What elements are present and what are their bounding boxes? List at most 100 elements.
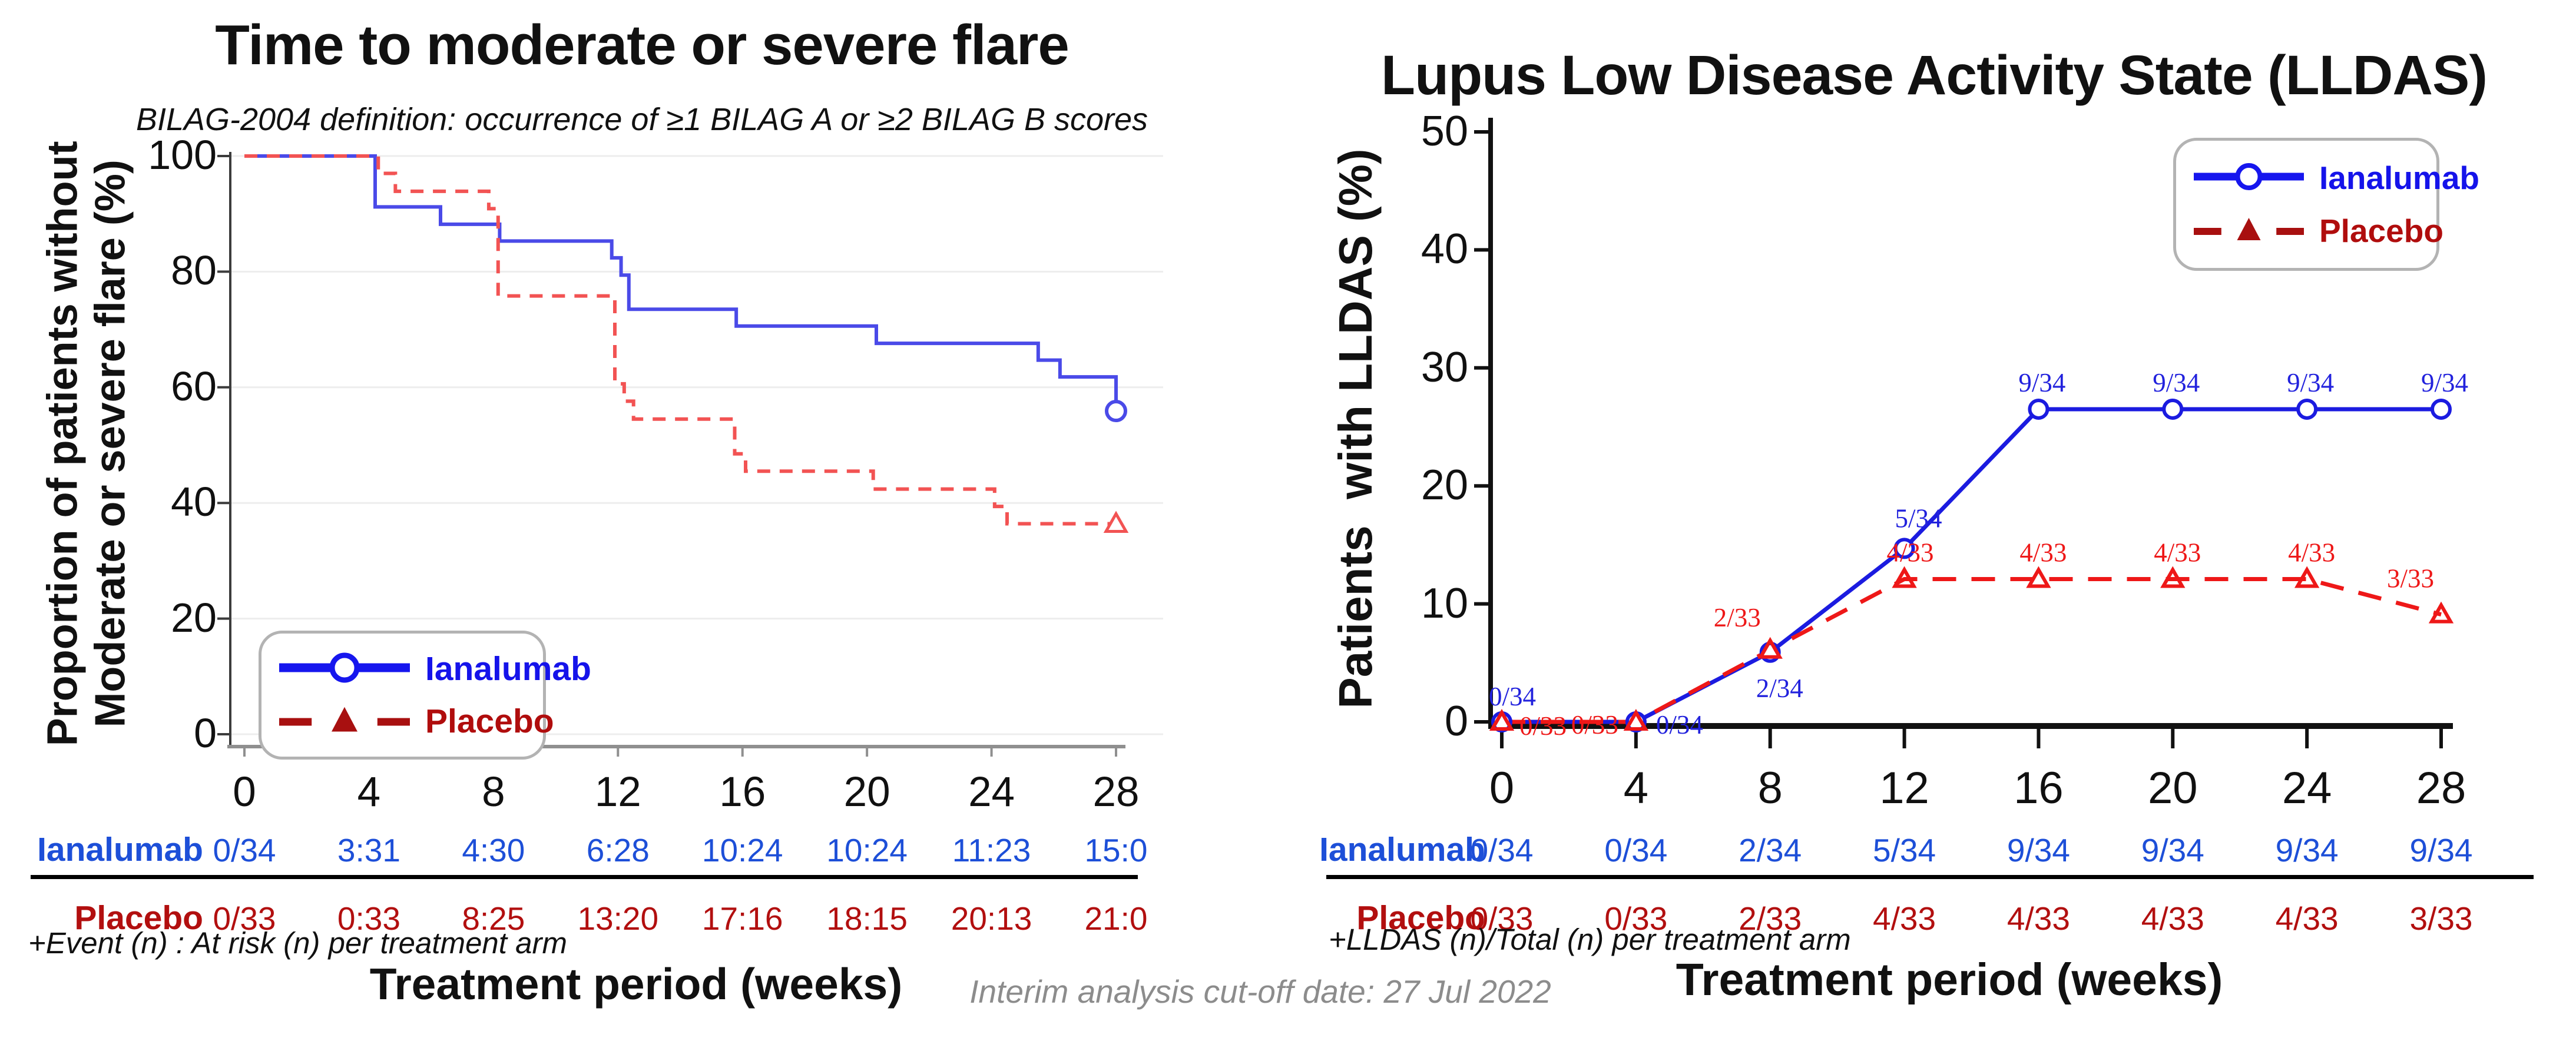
left-x-tick-label: 24 <box>968 769 1015 815</box>
right-x-tick-label: 4 <box>1623 763 1648 813</box>
right-y-tick-label: 10 <box>1421 579 1468 627</box>
lldas-point-label-placebo: 4/33 <box>2019 538 2067 568</box>
left-risk-cell-ianalumab: 11:23 <box>952 832 1031 868</box>
lldas-point-label-placebo: 4/33 <box>2288 538 2335 568</box>
left-risk-cell-placebo: 8:25 <box>462 900 525 937</box>
left-x-tick-label: 0 <box>233 769 256 815</box>
left-legend: Ianalumab Placebo <box>259 631 591 760</box>
right-x-tick-label: 0 <box>1489 763 1515 813</box>
left-chart-title: Time to moderate or severe flare <box>215 14 1070 77</box>
right-risk-row-label-placebo: Placebo <box>1356 899 1485 937</box>
left-risk-row-label-placebo: Placebo <box>74 899 203 937</box>
lldas-point-label-placebo: 4/33 <box>1887 538 1934 568</box>
right-x-tick-label: 24 <box>2282 763 2332 813</box>
left-risk-cell-placebo: 13:20 <box>577 900 659 937</box>
right-y-tick-label: 40 <box>1421 226 1468 273</box>
lldas-point-label-placebo: 3/33 <box>2387 564 2434 594</box>
left-risk-cell-placebo: 0/33 <box>213 900 276 937</box>
ianalumab-line-sample <box>2191 159 2306 197</box>
right-x-tick-label: 16 <box>2014 763 2064 813</box>
placebo-line-sample <box>277 701 412 741</box>
left-risk-cell-ianalumab: 10:24 <box>826 832 908 868</box>
left-x-axis-label: Treatment period (weeks) <box>369 959 903 1009</box>
right-risk-cell-ianalumab: 2/34 <box>1739 832 1802 868</box>
left-y-axis-label: Proportion of patients without Moderate … <box>39 31 135 856</box>
lldas-point-label-ianalumab: 9/34 <box>2287 368 2334 397</box>
ianalumab-line-sample <box>277 649 412 689</box>
lldas-point-label-ianalumab: 9/34 <box>2421 368 2468 397</box>
left-risk-cell-ianalumab: 6:28 <box>586 832 650 868</box>
left-x-tick-label: 20 <box>843 769 890 815</box>
left-risk-cell-ianalumab: 0/34 <box>213 832 276 868</box>
right-risk-cell-placebo: 4/33 <box>2141 900 2204 937</box>
lldas-point-label-placebo: 0/33 <box>1519 711 1567 741</box>
right-risk-cell-placebo: 3/33 <box>2409 900 2473 937</box>
left-y-axis-label-line1: Proportion of patients without <box>39 141 87 747</box>
left-risk-cell-ianalumab: 10:24 <box>701 832 783 868</box>
right-risk-cell-ianalumab: 9/34 <box>2275 832 2339 868</box>
left-risk-cell-placebo: 20:13 <box>951 900 1032 937</box>
left-y-tick-label: 40 <box>171 479 217 525</box>
left-risk-cell-ianalumab: 4:30 <box>462 832 525 868</box>
right-risk-cell-ianalumab: 9/34 <box>2409 832 2473 868</box>
left-risk-cell-placebo: 0:33 <box>337 900 400 937</box>
lldas-point-label-ianalumab: 0/34 <box>1489 682 1536 711</box>
left-x-tick-label: 4 <box>357 769 381 815</box>
left-y-tick-label: 60 <box>171 363 217 409</box>
left-risk-cell-ianalumab: 15:0 <box>1084 832 1148 868</box>
legend-label-ianalumab: Ianalumab <box>425 650 591 688</box>
legend-item-placebo: Placebo <box>2191 211 2443 250</box>
right-y-axis-label: Patients with LLDAS (%) <box>1329 148 1382 709</box>
legend-label-placebo: Placebo <box>2319 212 2443 249</box>
right-risk-cell-ianalumab: 9/34 <box>2007 832 2070 868</box>
lldas-point-label-placebo: 2/33 <box>1714 603 1761 632</box>
right-risk-table-footnote: +LLDAS (n)/Total (n) per treatment arm <box>1329 923 1851 956</box>
legend-item-ianalumab: Ianalumab <box>277 649 591 689</box>
left-y-tick-label: 20 <box>171 594 217 641</box>
right-y-tick-label: 0 <box>1444 698 1468 745</box>
legend-item-placebo: Placebo <box>277 701 554 741</box>
legend-label-placebo: Placebo <box>425 702 554 740</box>
lldas-point-label-ianalumab: 5/34 <box>1895 503 1942 533</box>
right-y-tick-label: 20 <box>1421 462 1468 509</box>
left-risk-cell-ianalumab: 3:31 <box>337 832 400 868</box>
right-risk-cell-placebo: 4/33 <box>1873 900 1936 937</box>
right-x-tick-label: 20 <box>2147 763 2198 813</box>
right-risk-cell-placebo: 4/33 <box>2007 900 2070 937</box>
right-y-tick-label: 30 <box>1421 343 1468 391</box>
right-x-tick-label: 12 <box>1879 763 1929 813</box>
right-y-tick-label: 50 <box>1421 108 1468 155</box>
right-risk-cell-placebo: 2/33 <box>1739 900 1802 937</box>
left-risk-cell-placebo: 17:16 <box>701 900 783 937</box>
left-x-tick-label: 8 <box>482 769 505 815</box>
interim-analysis-note: Interim analysis cut-off date: 27 Jul 20… <box>969 973 1551 1010</box>
left-risk-row-label-ianalumab: Ianalumab <box>37 831 203 868</box>
lldas-point-label-ianalumab: 0/34 <box>1656 710 1703 740</box>
lldas-point-label-ianalumab: 9/34 <box>2018 368 2065 397</box>
lldas-point-label-ianalumab: 9/34 <box>2153 368 2200 397</box>
placebo-line-sample <box>2191 211 2306 250</box>
right-x-tick-label: 8 <box>1757 763 1783 813</box>
right-legend: Ianalumab Placebo <box>2173 138 2479 271</box>
left-x-tick-label: 16 <box>719 769 766 815</box>
left-y-tick-label: 80 <box>171 247 217 294</box>
right-risk-cell-ianalumab: 0/34 <box>1604 832 1668 868</box>
left-chart-subtitle: BILAG-2004 definition: occurrence of ≥1 … <box>135 102 1148 137</box>
right-risk-row-label-ianalumab: Ianalumab <box>1319 831 1485 868</box>
lldas-point-label-placebo: 0/33 <box>1571 710 1618 740</box>
right-risk-cell-placebo: 0/33 <box>1470 900 1534 937</box>
left-risk-table-footnote: +Event (n) : At risk (n) per treatment a… <box>28 926 567 960</box>
left-y-axis-label-line2: Moderate or severe flare (%) <box>87 160 134 728</box>
legend-item-ianalumab: Ianalumab <box>2191 159 2479 197</box>
right-risk-cell-placebo: 0/33 <box>1604 900 1668 937</box>
lldas-point-label-ianalumab: 2/34 <box>1756 674 1803 703</box>
left-risk-table-separator <box>31 875 1138 879</box>
legend-label-ianalumab: Ianalumab <box>2319 160 2480 197</box>
left-y-tick-label: 100 <box>148 132 217 178</box>
lldas-point-label-placebo: 4/33 <box>2154 538 2201 568</box>
right-risk-cell-ianalumab: 9/34 <box>2141 832 2204 868</box>
left-x-tick-label: 12 <box>594 769 641 815</box>
left-x-tick-label: 28 <box>1092 769 1140 815</box>
left-risk-cell-placebo: 18:15 <box>826 900 908 937</box>
